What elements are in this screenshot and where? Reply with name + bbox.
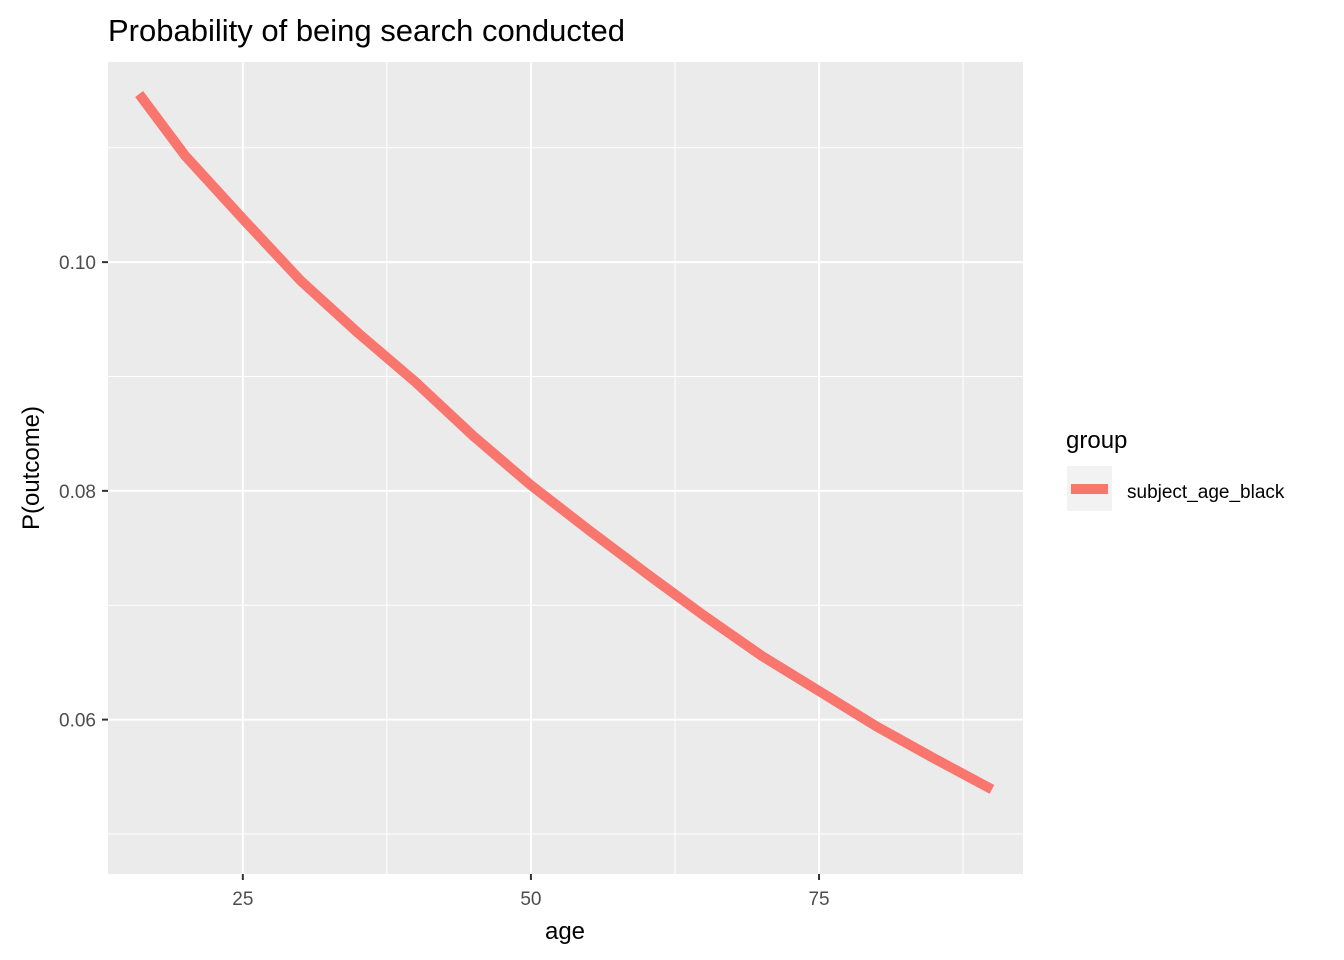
y-tick-label: 0.06 (59, 711, 96, 732)
x-tick-label: 75 (808, 889, 829, 910)
x-tick-label: 25 (232, 889, 253, 910)
series-line-subject_age_black (135, 91, 995, 794)
y-axis-ticks: 0.06 0.08 0.10 (59, 253, 108, 732)
legend-title: group (1066, 427, 1127, 454)
x-axis-ticks: 25 50 75 (232, 874, 830, 910)
legend: group subject_age_black (1066, 427, 1285, 511)
chart-title: Probability of being search conducted (108, 13, 625, 48)
major-gridlines (108, 62, 1023, 874)
legend-label-subject_age_black: subject_age_black (1127, 482, 1285, 503)
x-axis-title: age (545, 918, 585, 945)
plot-panel (108, 62, 1023, 874)
y-tick-label: 0.10 (59, 253, 96, 274)
y-axis-title: P(outcome) (18, 406, 45, 530)
minor-gridlines (108, 62, 1023, 874)
y-tick-label: 0.08 (59, 482, 96, 503)
x-tick-label: 50 (520, 889, 541, 910)
series-layer (135, 91, 995, 794)
